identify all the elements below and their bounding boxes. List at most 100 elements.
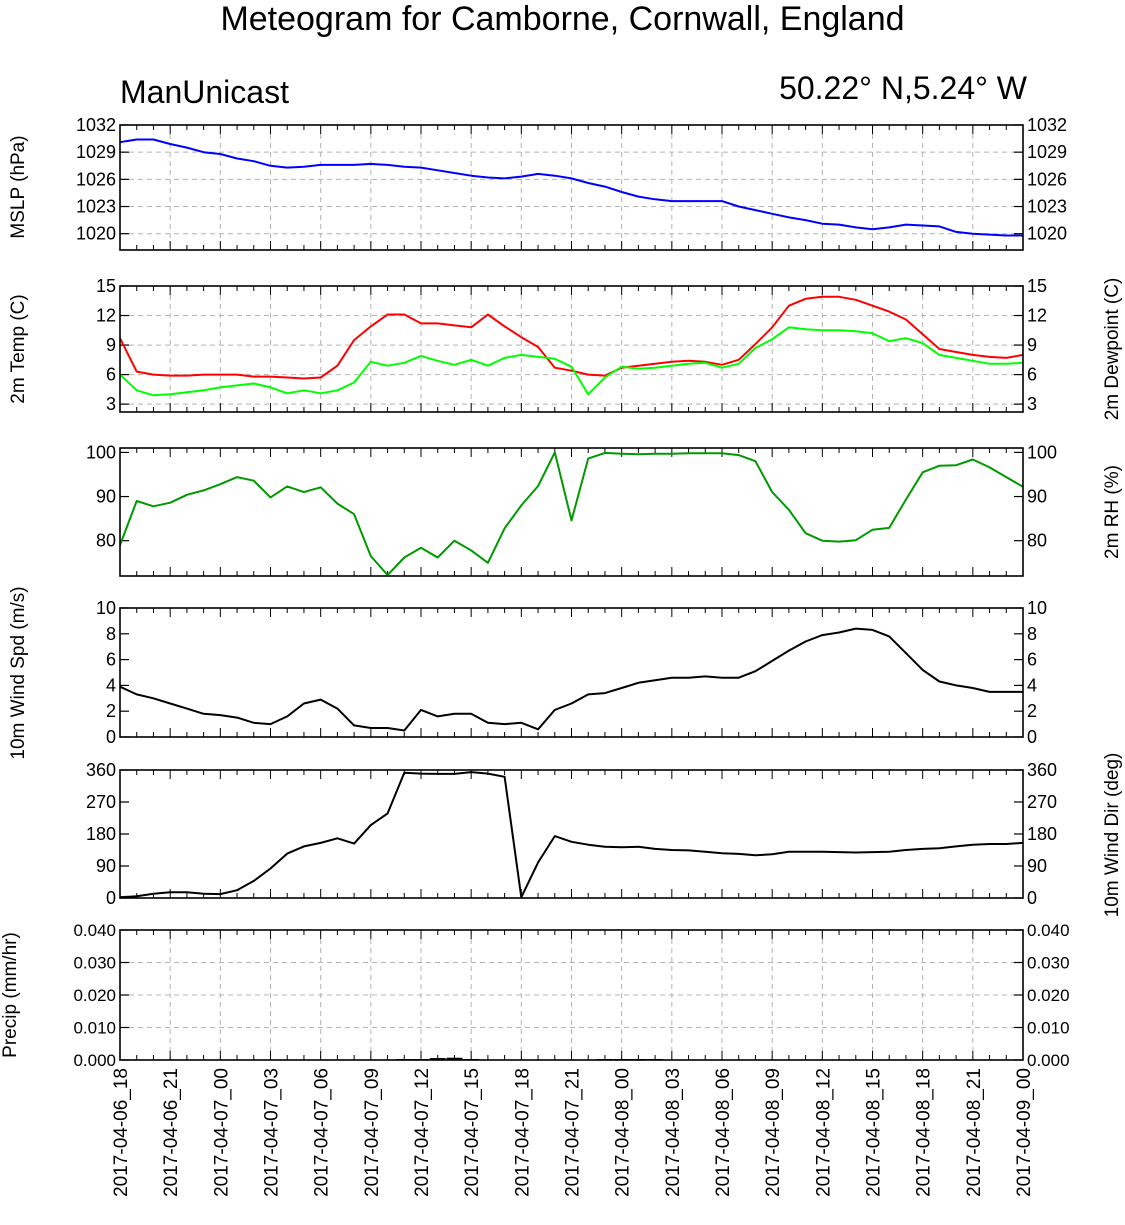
x-tick-label: 2017-04-06_21 xyxy=(161,1068,182,1197)
series-line xyxy=(119,326,1024,397)
y-tick-label: 1023 xyxy=(76,197,116,217)
precip-bar xyxy=(446,1057,463,1060)
panel-frame xyxy=(119,929,1024,1061)
y-tick-label: 6 xyxy=(106,650,116,670)
x-tick-label: 2017-04-07_21 xyxy=(563,1068,584,1197)
y-tick-label: 8 xyxy=(106,624,116,644)
y-tick-label: 0 xyxy=(1027,727,1037,747)
y-tick-label: 4 xyxy=(106,675,116,695)
y-tick-label: 10 xyxy=(96,598,116,618)
y-tick-label: 100 xyxy=(86,442,116,462)
y-axis-title-right: 10m Wind Dir (deg) xyxy=(1102,753,1123,918)
panel-frame xyxy=(119,124,1024,251)
x-tick-label: 2017-04-08_21 xyxy=(964,1068,985,1197)
y-axis-title-right: 2m RH (%) xyxy=(1102,465,1123,559)
y-axis-title-right: 2m Dewpoint (C) xyxy=(1102,278,1123,421)
x-tick-label: 2017-04-07_09 xyxy=(362,1068,383,1197)
y-tick-label: 80 xyxy=(96,531,116,551)
x-tick-label: 2017-04-06_18 xyxy=(111,1068,132,1197)
y-tick-label: 0 xyxy=(106,727,116,747)
y-axis-title: Precip (mm/hr) xyxy=(0,932,21,1058)
x-tick-label: 2017-04-07_06 xyxy=(312,1068,333,1197)
panel-frame xyxy=(119,285,1024,413)
y-tick-label: 1020 xyxy=(76,224,116,244)
panel-frame xyxy=(119,607,1024,738)
y-tick-label: 0.000 xyxy=(1027,1051,1070,1070)
x-tick-label: 2017-04-07_00 xyxy=(211,1068,232,1197)
y-tick-label: 6 xyxy=(1027,365,1037,385)
series-line xyxy=(119,138,1023,237)
y-tick-label: 80 xyxy=(1027,531,1047,551)
y-tick-label: 0 xyxy=(1027,888,1037,908)
panel-frame xyxy=(119,769,1024,899)
y-tick-label: 360 xyxy=(1027,760,1057,780)
y-tick-label: 90 xyxy=(96,487,116,507)
y-tick-label: 360 xyxy=(86,760,116,780)
y-tick-label: 90 xyxy=(96,856,116,876)
x-tick-label: 2017-04-09_00 xyxy=(1014,1068,1035,1197)
y-tick-label: 1032 xyxy=(76,115,116,135)
y-tick-label: 15 xyxy=(96,276,116,296)
y-tick-label: 0.030 xyxy=(1027,954,1070,973)
y-tick-label: 6 xyxy=(1027,650,1037,670)
y-tick-label: 0.020 xyxy=(1027,986,1070,1005)
y-tick-label: 8 xyxy=(1027,624,1037,644)
y-tick-label: 270 xyxy=(86,792,116,812)
series-line xyxy=(119,771,1024,899)
y-tick-label: 2 xyxy=(106,701,116,721)
y-tick-label: 90 xyxy=(1027,856,1047,876)
y-tick-label: 0.040 xyxy=(73,921,116,940)
location-coordinates: 50.22° N,5.24° W xyxy=(779,70,1027,106)
y-tick-label: 2 xyxy=(1027,701,1037,721)
y-tick-label: 0.040 xyxy=(1027,921,1070,940)
y-tick-label: 0.010 xyxy=(73,1019,116,1038)
x-tick-label: 2017-04-08_18 xyxy=(914,1068,935,1197)
x-tick-label: 2017-04-07_03 xyxy=(262,1068,283,1197)
y-tick-label: 0.000 xyxy=(73,1051,116,1070)
y-tick-label: 90 xyxy=(1027,487,1047,507)
x-tick-label: 2017-04-08_03 xyxy=(663,1068,684,1197)
y-tick-label: 0.010 xyxy=(1027,1019,1070,1038)
y-tick-label: 12 xyxy=(96,306,116,326)
x-tick-label: 2017-04-07_15 xyxy=(462,1068,483,1197)
panel-frame xyxy=(119,447,1024,577)
y-tick-label: 3 xyxy=(106,394,116,414)
y-tick-label: 9 xyxy=(106,335,116,355)
y-tick-label: 4 xyxy=(1027,675,1037,695)
model-label: ManUnicast xyxy=(120,74,289,110)
y-axis-title: 2m Temp (C) xyxy=(8,294,29,403)
series-line xyxy=(119,451,1024,577)
y-tick-label: 6 xyxy=(106,365,116,385)
y-tick-label: 180 xyxy=(1027,824,1057,844)
y-axis-title: 10m Wind Spd (m/s) xyxy=(8,586,29,759)
y-tick-label: 0.020 xyxy=(73,986,116,1005)
y-tick-label: 100 xyxy=(1027,442,1057,462)
y-tick-label: 1020 xyxy=(1027,224,1067,244)
y-tick-label: 1023 xyxy=(1027,197,1067,217)
y-tick-label: 3 xyxy=(1027,394,1037,414)
x-tick-label: 2017-04-08_00 xyxy=(613,1068,634,1197)
y-tick-label: 1032 xyxy=(1027,115,1067,135)
precip-bar xyxy=(429,1058,446,1060)
y-tick-label: 15 xyxy=(1027,276,1047,296)
y-tick-label: 1029 xyxy=(76,142,116,162)
x-tick-label: 2017-04-08_09 xyxy=(763,1068,784,1197)
y-tick-label: 180 xyxy=(86,824,116,844)
y-tick-label: 1029 xyxy=(1027,142,1067,162)
y-tick-label: 0.030 xyxy=(73,954,116,973)
series-line xyxy=(119,627,1023,732)
x-tick-label: 2017-04-07_18 xyxy=(512,1068,533,1197)
x-tick-label: 2017-04-08_06 xyxy=(713,1068,734,1197)
x-tick-label: 2017-04-07_12 xyxy=(412,1068,433,1197)
chart-title: Meteogram for Camborne, Cornwall, Englan… xyxy=(220,0,905,38)
y-tick-label: 270 xyxy=(1027,792,1057,812)
y-tick-label: 12 xyxy=(1027,306,1047,326)
y-tick-label: 1026 xyxy=(76,169,116,189)
y-tick-label: 0 xyxy=(106,888,116,908)
y-axis-title: MSLP (hPa) xyxy=(8,135,29,238)
x-tick-label: 2017-04-08_15 xyxy=(864,1068,885,1197)
y-tick-label: 10 xyxy=(1027,598,1047,618)
series-line xyxy=(119,295,1024,380)
y-tick-label: 1026 xyxy=(1027,169,1067,189)
